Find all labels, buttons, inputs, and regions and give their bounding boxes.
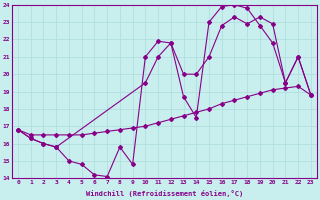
X-axis label: Windchill (Refroidissement éolien,°C): Windchill (Refroidissement éolien,°C) bbox=[86, 190, 243, 197]
